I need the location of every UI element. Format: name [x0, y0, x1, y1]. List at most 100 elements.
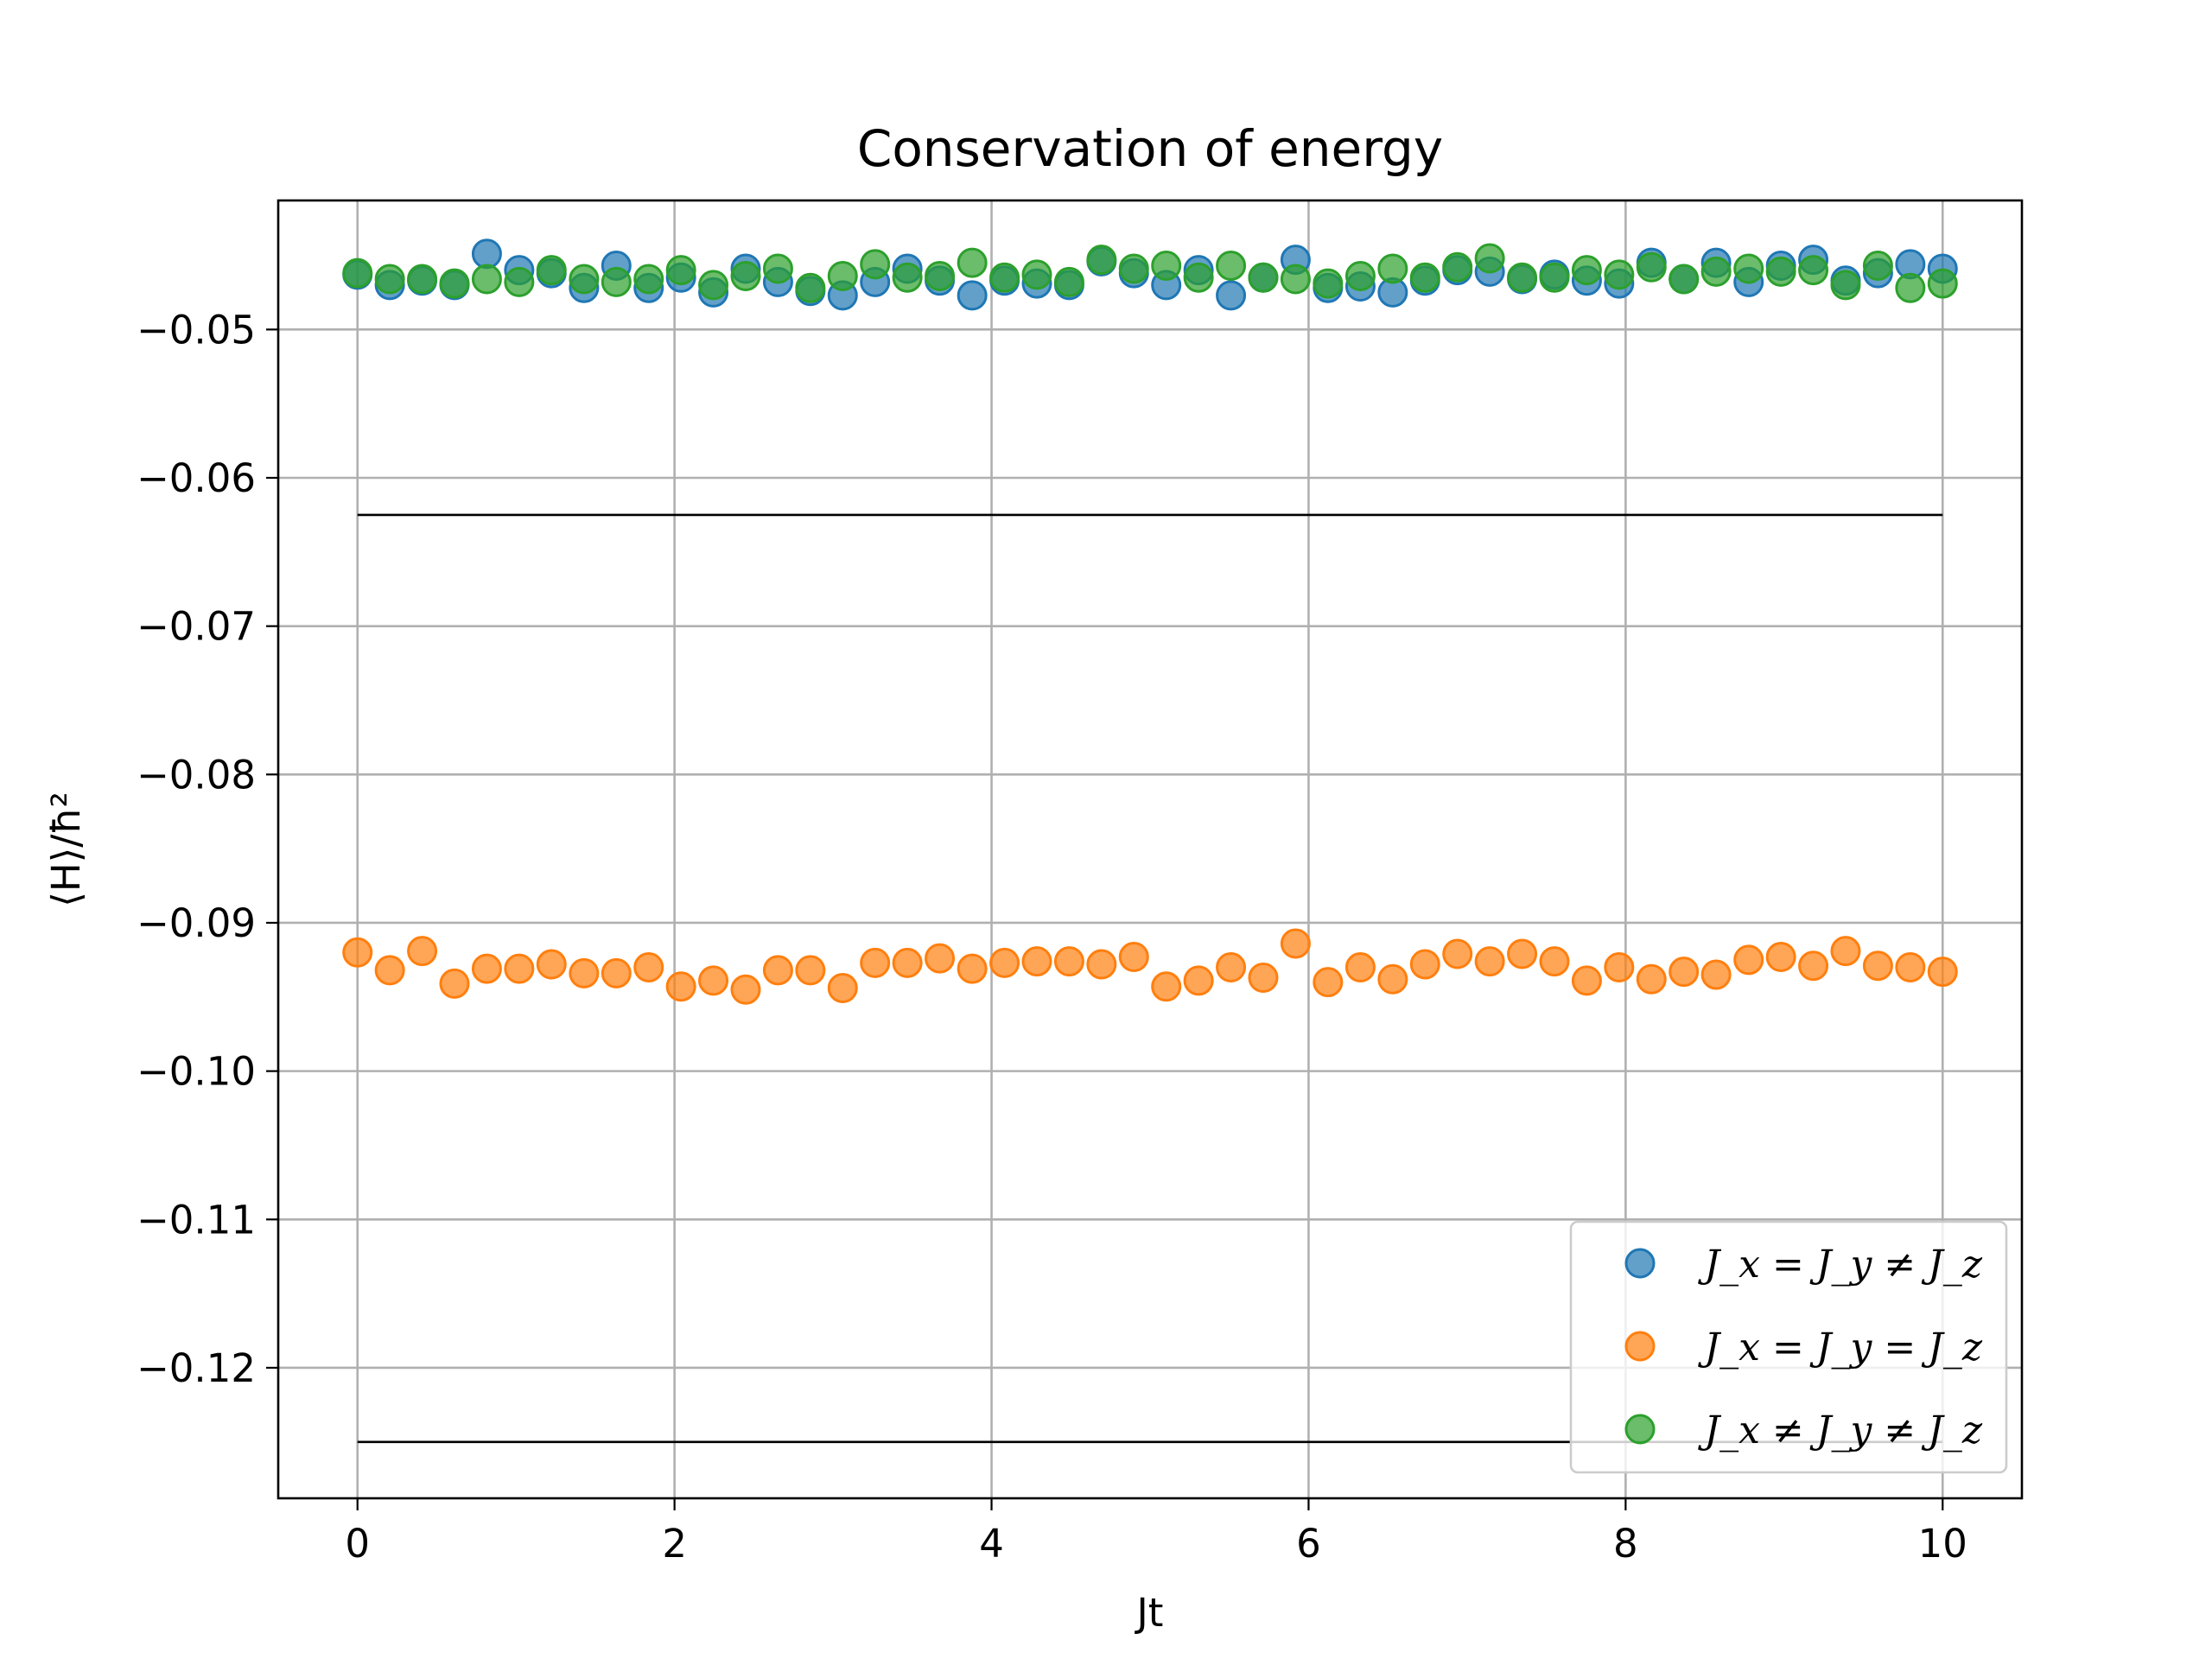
- data-point: [1021, 946, 1052, 977]
- data-point: [795, 272, 826, 303]
- data-point: [342, 937, 373, 968]
- legend-marker: [1624, 1248, 1656, 1279]
- data-point: [1474, 243, 1505, 274]
- data-point: [374, 955, 405, 986]
- x-tick-label: 2: [662, 1521, 687, 1567]
- data-point: [1183, 965, 1214, 996]
- data-point: [1216, 280, 1247, 311]
- data-point: [1927, 957, 1958, 988]
- legend: J_x = J_y ≠ J_z J_x = J_y = J_z J_x ≠ J_y …: [1569, 1220, 2008, 1474]
- data-point: [892, 262, 923, 293]
- data-point: [1409, 949, 1440, 980]
- data-point: [1280, 928, 1311, 959]
- data-point: [1216, 251, 1247, 282]
- y-tick-label: −0.11: [137, 1197, 256, 1243]
- data-point: [374, 264, 405, 295]
- data-point: [665, 971, 696, 1002]
- y-axis-label: ⟨H⟩/ħ²: [43, 791, 89, 906]
- data-point: [860, 249, 891, 280]
- data-point: [1313, 268, 1344, 299]
- data-point: [536, 949, 567, 980]
- data-point: [1700, 256, 1732, 287]
- data-point: [1313, 967, 1344, 998]
- data-point: [1862, 251, 1893, 282]
- legend-marker: [1624, 1414, 1656, 1445]
- series-2-points: [342, 928, 1958, 1005]
- data-point: [1151, 971, 1182, 1002]
- data-point: [1086, 245, 1117, 276]
- y-tick-label: −0.08: [137, 752, 256, 798]
- data-point: [1053, 266, 1084, 297]
- data-point: [1344, 951, 1376, 982]
- data-point: [827, 972, 858, 1003]
- data-point: [1118, 941, 1149, 972]
- y-tick-label: −0.05: [137, 307, 256, 353]
- chart-title: Conservation of energy: [857, 119, 1443, 178]
- data-point: [860, 947, 891, 978]
- y-tick-label: −0.12: [137, 1345, 256, 1391]
- x-tick-label: 4: [979, 1521, 1004, 1567]
- data-point: [633, 951, 664, 982]
- data-point: [1830, 936, 1861, 967]
- legend-marker: [1624, 1331, 1656, 1362]
- data-point: [1442, 938, 1473, 969]
- y-tick-label: −0.07: [137, 604, 256, 650]
- y-tick-label: −0.10: [137, 1049, 256, 1095]
- x-tick-label: 0: [345, 1521, 370, 1567]
- data-point: [1248, 262, 1279, 293]
- legend-label: J_x ≠ J_y ≠ J_z: [1698, 1408, 1983, 1452]
- x-axis-label: Jt: [1135, 1590, 1164, 1636]
- data-point: [471, 264, 502, 295]
- data-point: [1409, 262, 1440, 293]
- data-point: [471, 238, 502, 270]
- data-point: [698, 965, 729, 996]
- x-tick-label: 10: [1918, 1521, 1967, 1567]
- data-point: [1604, 951, 1635, 982]
- data-point: [536, 255, 567, 286]
- data-point: [827, 261, 858, 292]
- data-point: [1862, 950, 1893, 982]
- data-point: [601, 957, 632, 988]
- y-tick-label: −0.09: [137, 900, 256, 946]
- data-point: [989, 262, 1020, 293]
- data-point: [1377, 963, 1408, 995]
- data-point: [1248, 962, 1279, 993]
- data-point: [601, 266, 632, 297]
- data-point: [1216, 951, 1247, 982]
- data-point: [1895, 951, 1926, 982]
- data-point: [504, 266, 535, 297]
- data-point: [1377, 253, 1408, 284]
- axis-ticks: 0 2 4 6 8 10 −0.05 −0.06 −0.07 −0.08 −0.09 −0.10 −0.…: [137, 307, 1967, 1567]
- data-points: [342, 238, 1958, 1005]
- data-point: [1021, 259, 1052, 290]
- data-point: [1539, 262, 1570, 293]
- data-point: [730, 974, 761, 1005]
- data-point: [1765, 256, 1796, 287]
- data-point: [569, 957, 600, 988]
- data-point: [1151, 251, 1182, 282]
- data-point: [1280, 264, 1311, 295]
- legend-label: J_x = J_y = J_z: [1698, 1325, 1983, 1370]
- data-point: [989, 947, 1020, 978]
- data-point: [1830, 270, 1861, 301]
- data-point: [342, 257, 373, 289]
- data-point: [1086, 949, 1117, 980]
- data-point: [1604, 259, 1635, 290]
- legend-box: [1569, 1220, 2008, 1474]
- data-point: [569, 264, 600, 295]
- data-point: [1539, 946, 1570, 977]
- data-point: [957, 953, 988, 984]
- legend-label: J_x = J_y ≠ J_z: [1698, 1243, 1983, 1287]
- data-point: [698, 270, 729, 301]
- data-point: [1765, 941, 1796, 972]
- data-point: [762, 253, 793, 284]
- x-tick-label: 8: [1613, 1521, 1638, 1567]
- data-point: [1442, 251, 1473, 283]
- y-tick-label: −0.06: [137, 455, 256, 501]
- x-tick-label: 6: [1296, 1521, 1321, 1567]
- grid-lines: [278, 200, 2022, 1498]
- data-point: [1636, 963, 1667, 995]
- data-point: [957, 247, 988, 278]
- data-point: [439, 968, 470, 999]
